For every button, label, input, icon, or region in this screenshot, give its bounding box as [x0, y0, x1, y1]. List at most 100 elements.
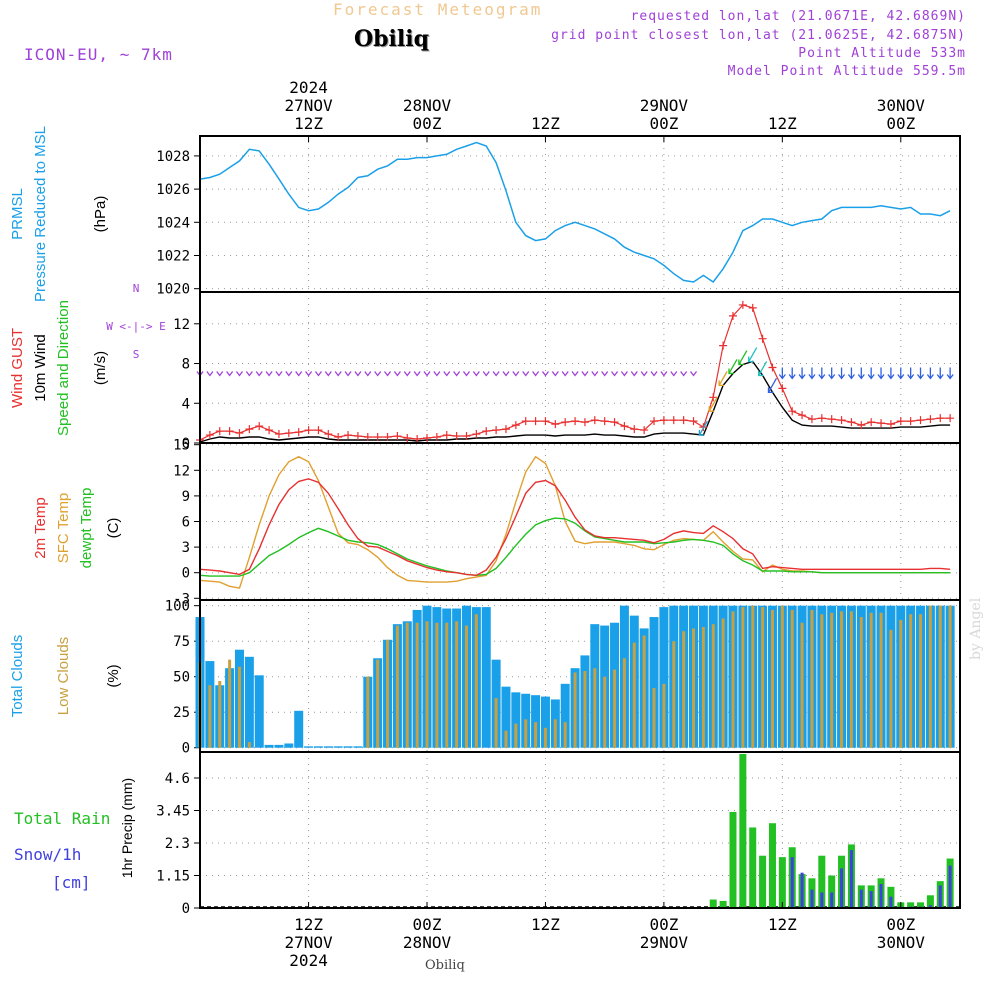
- low-cloud-bar: [395, 625, 399, 748]
- wind-direction-arrow: [718, 371, 728, 387]
- low-cloud-bar: [514, 723, 518, 748]
- gust-marker: [235, 429, 244, 438]
- gust-marker: [521, 417, 530, 426]
- low-cloud-bar: [770, 609, 774, 748]
- wind-direction-arrow: [344, 371, 352, 377]
- low-cloud-bar: [543, 727, 547, 748]
- gust-marker: [659, 416, 668, 425]
- gust-marker: [442, 431, 451, 440]
- wind-direction-arrow: [472, 371, 480, 377]
- low-cloud-bar: [751, 605, 755, 748]
- snow-bar: [800, 872, 804, 908]
- precip-unit: 1hr Precip (mm): [119, 778, 135, 878]
- low-cloud-bar: [948, 605, 952, 748]
- gust-marker: [215, 427, 224, 436]
- gust-marker: [936, 414, 945, 423]
- cloud-label-low: Low Clouds: [55, 637, 72, 715]
- wind-direction-arrow: [374, 371, 382, 377]
- gust-marker: [403, 434, 412, 443]
- low-cloud-bar: [425, 621, 429, 748]
- low-cloud-bar: [366, 676, 370, 748]
- x-tick-label: 30NOV: [877, 96, 926, 115]
- gust-marker: [817, 414, 826, 423]
- precip-label-snow: Snow/1h: [14, 845, 81, 864]
- rain-bar: [818, 855, 826, 908]
- y-tick-label: 0: [182, 436, 190, 452]
- pressure-label-1: PRMSL: [9, 188, 26, 240]
- gust-marker: [709, 393, 718, 402]
- low-cloud-bar: [840, 611, 844, 748]
- y-tick-label: 50: [173, 670, 190, 686]
- wind-direction-arrow: [324, 371, 332, 377]
- requested-coords: requested lon,lat (21.0671E, 42.6869N): [630, 9, 966, 24]
- gust-marker: [768, 363, 777, 372]
- gust-marker: [807, 415, 816, 424]
- gust-marker: [225, 427, 234, 436]
- snow-bar: [859, 889, 863, 908]
- total-cloud-bar: [304, 746, 314, 748]
- low-cloud-bar: [642, 635, 646, 748]
- low-cloud-bar: [563, 722, 567, 748]
- gust-marker: [353, 432, 362, 441]
- snow-bar: [820, 892, 824, 908]
- low-cloud-bar: [879, 612, 883, 748]
- gust-marker: [778, 384, 787, 393]
- wind-direction-arrow: [936, 367, 944, 380]
- low-cloud-bar: [790, 609, 794, 748]
- wind-direction-arrow: [611, 371, 619, 377]
- gust-marker: [393, 432, 402, 441]
- gridpoint-coords: grid point closest lon,lat (21.0625E, 42…: [551, 28, 966, 43]
- wind-direction-arrow: [403, 371, 411, 377]
- gust-marker: [906, 417, 915, 426]
- x-tick-label: 00Z: [413, 915, 442, 934]
- total-cloud-bar: [540, 696, 550, 748]
- gust-marker: [728, 311, 737, 320]
- temp-label-sfc: SFC Temp: [55, 493, 72, 564]
- gust-marker: [255, 422, 264, 431]
- gust-marker: [383, 433, 392, 442]
- gust-marker: [748, 303, 757, 312]
- gust-marker: [363, 433, 372, 442]
- low-cloud-bar: [218, 680, 222, 748]
- low-cloud-bar: [632, 642, 636, 748]
- gust-marker: [561, 418, 570, 427]
- low-cloud-bar: [583, 671, 587, 748]
- snow-bar: [790, 857, 794, 908]
- low-cloud-bar: [573, 672, 577, 748]
- total-cloud-bar: [274, 744, 284, 748]
- wind-direction-arrow: [591, 371, 599, 377]
- rain-bar: [739, 753, 747, 908]
- y-tick-label: 3.45: [156, 804, 190, 820]
- wind-direction-arrow: [354, 371, 362, 377]
- y-tick-label: 0: [182, 566, 190, 582]
- gust-marker: [413, 435, 422, 444]
- wind-direction-arrow: [601, 371, 609, 377]
- gust-marker: [432, 433, 441, 442]
- x-tick-label: 12Z: [531, 114, 560, 133]
- low-cloud-bar: [386, 639, 390, 748]
- y-tick-label: 1028: [156, 149, 190, 165]
- low-cloud-bar: [652, 688, 656, 748]
- wind-direction-arrow: [502, 371, 510, 377]
- y-tick-label: 9: [182, 489, 190, 505]
- y-tick-label: 6: [182, 515, 190, 531]
- low-cloud-bar: [622, 658, 626, 748]
- y-tick-label: 1022: [156, 248, 190, 264]
- wind-direction-arrow: [778, 367, 786, 380]
- x-tick-label: 12Z: [768, 114, 797, 133]
- gust-marker: [926, 415, 935, 424]
- wind-direction-arrow: [757, 361, 768, 377]
- total-cloud-bar: [313, 746, 323, 748]
- wind-direction-arrow: [443, 371, 451, 377]
- wind-direction-arrow: [680, 371, 688, 377]
- x-tick-label: 12Z: [294, 915, 323, 934]
- wind-direction-arrow: [916, 367, 925, 380]
- low-cloud-bar: [701, 626, 705, 748]
- wind-direction-arrow: [561, 371, 569, 377]
- wind-direction-arrow: [808, 367, 816, 380]
- wind-direction-arrow: [255, 371, 263, 377]
- snow-bar: [879, 883, 883, 908]
- y-tick-label: 1024: [156, 215, 190, 231]
- wind-direction-arrow: [285, 371, 293, 377]
